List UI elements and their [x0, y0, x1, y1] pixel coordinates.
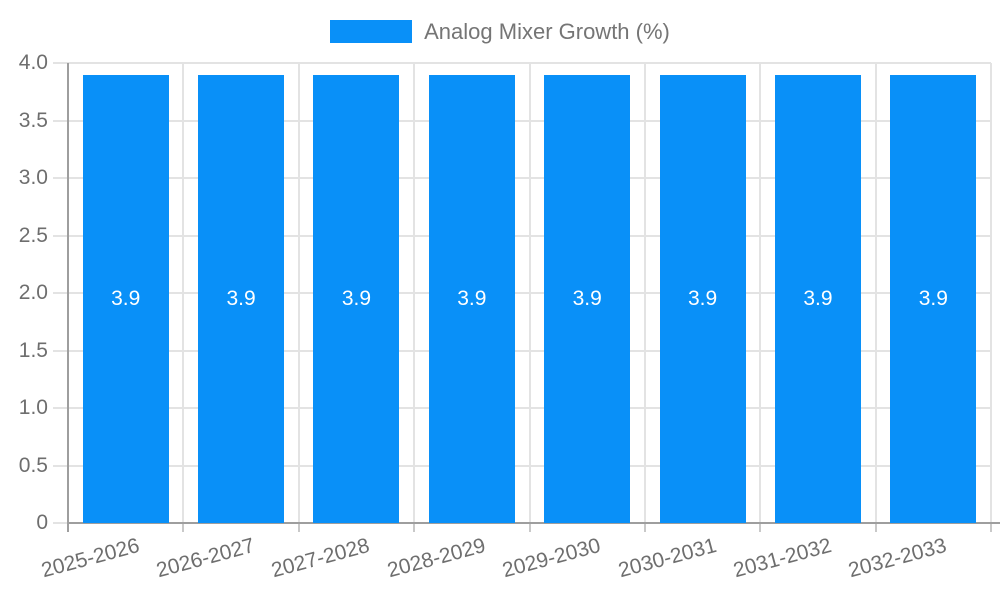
bar-value-label: 3.9	[572, 286, 602, 310]
legend-label: Analog Mixer Growth (%)	[424, 19, 670, 44]
v-gridline	[990, 63, 992, 523]
plot-area: 3.9 3.9 3.9 3.9 3.9 3.9 3.9 3.9	[53, 62, 1000, 532]
bar-value-label: 3.9	[341, 286, 372, 310]
bar[interactable]: 3.9	[659, 74, 746, 523]
y-tick-label: 1.5	[18, 338, 48, 362]
y-axis-line	[67, 63, 69, 532]
v-gridline	[182, 63, 185, 523]
bar-value-label: 3.9	[226, 286, 256, 310]
y-tick-mark	[53, 234, 68, 237]
y-tick-mark	[53, 349, 68, 352]
y-tick-mark	[53, 464, 68, 467]
x-tick-mark	[297, 523, 300, 532]
bar[interactable]: 3.9	[890, 74, 977, 523]
x-tick-mark	[759, 523, 762, 532]
legend-swatch-icon	[330, 20, 413, 43]
bar-value-label: 3.9	[111, 286, 141, 310]
bar[interactable]: 3.9	[774, 74, 861, 523]
v-gridline	[297, 63, 300, 523]
v-gridline	[874, 63, 877, 523]
y-tick-label: 2.5	[18, 223, 48, 247]
x-tick-mark	[990, 523, 992, 532]
v-gridline	[759, 63, 762, 523]
y-tick-mark	[53, 119, 68, 122]
bar[interactable]: 3.9	[428, 74, 515, 523]
y-tick-label: 0	[36, 511, 48, 534]
x-tick-mark	[413, 523, 416, 532]
y-tick-mark	[53, 62, 68, 64]
bar[interactable]: 3.9	[544, 74, 631, 523]
bar-value-label: 3.9	[803, 286, 833, 310]
y-tick-label: 1.0	[18, 396, 48, 419]
y-tick-mark	[53, 177, 68, 179]
x-tick-mark	[643, 523, 646, 532]
x-tick-mark	[182, 523, 185, 532]
y-tick-mark	[53, 522, 68, 524]
y-tick-label: 3.0	[18, 166, 48, 189]
legend[interactable]: Analog Mixer Growth (%)	[0, 20, 1000, 43]
bar-value-label: 3.9	[687, 286, 718, 310]
y-tick-mark	[53, 292, 68, 294]
x-tick-mark	[874, 523, 877, 532]
bar[interactable]: 3.9	[82, 74, 169, 523]
bar[interactable]: 3.9	[198, 74, 285, 523]
y-tick-label: 2.0	[18, 281, 48, 304]
v-gridline	[413, 63, 416, 523]
x-tick-mark	[528, 523, 531, 532]
y-tick-mark	[53, 407, 68, 409]
bar[interactable]: 3.9	[313, 74, 400, 523]
v-gridline	[643, 63, 646, 523]
y-tick-label: 0.5	[18, 453, 48, 477]
bar-value-label: 3.9	[457, 286, 487, 310]
y-tick-label: 4.0	[18, 51, 48, 74]
h-gridline	[68, 62, 991, 64]
v-gridline	[528, 63, 531, 523]
y-tick-label: 3.5	[18, 108, 48, 132]
bar-value-label: 3.9	[918, 286, 948, 310]
